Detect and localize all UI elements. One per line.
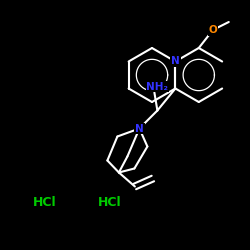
Text: HCl: HCl	[98, 196, 122, 209]
Text: NH₂: NH₂	[146, 82, 169, 92]
Text: N: N	[135, 124, 144, 134]
Text: O: O	[208, 25, 217, 35]
Text: HCl: HCl	[33, 196, 57, 209]
Text: N: N	[171, 56, 180, 66]
